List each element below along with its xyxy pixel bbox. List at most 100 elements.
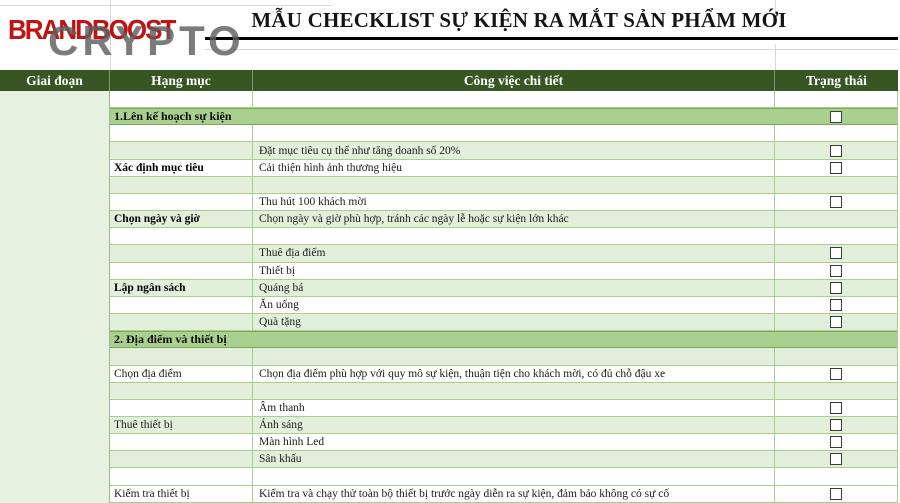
status-checkbox[interactable] <box>830 247 842 260</box>
status-cell <box>775 332 897 347</box>
empty-row <box>110 468 897 486</box>
status-checkbox[interactable] <box>830 264 842 277</box>
table-row: Xác định mục tiêu Cải thiện hình ảnh thươ… <box>110 159 897 177</box>
detail-cell: Màn hình Led <box>253 434 775 451</box>
stage-column <box>0 91 110 503</box>
status-cell <box>775 280 897 296</box>
table-row: Đặt mục tiêu cụ thể như tăng doanh số 20… <box>110 142 897 160</box>
category-cell <box>110 142 253 159</box>
category-cell: Kiểm tra thiết bị <box>110 485 253 502</box>
empty-row <box>110 228 897 246</box>
status-checkbox[interactable] <box>830 316 842 329</box>
table-row: Kiểm tra thiết bị Kiểm tra và chạy thử to… <box>110 485 897 503</box>
category-cell <box>110 125 253 142</box>
gridline <box>0 5 332 6</box>
table-row: Sân khấu <box>110 451 897 469</box>
status-checkbox[interactable] <box>830 401 842 414</box>
status-checkbox[interactable] <box>830 298 842 311</box>
status-cell <box>775 451 897 467</box>
status-cell <box>775 194 897 210</box>
detail-cell: Quà tặng <box>253 314 775 331</box>
gridline <box>775 0 776 12</box>
status-cell <box>775 417 897 433</box>
detail-cell <box>253 125 775 142</box>
gridline <box>110 0 111 70</box>
column-header-trang-thai: Trạng thái <box>806 72 867 88</box>
empty-row <box>110 382 897 400</box>
rows-container: 1.Lên kế hoạch sự kiện Đặt mục tiêu cụ th… <box>110 91 898 503</box>
table-row: Thu hút 100 khách mời <box>110 193 897 212</box>
table-row: Âm thanh <box>110 399 897 417</box>
table-row: Màn hình Led <box>110 434 897 452</box>
detail-cell <box>253 468 775 485</box>
gridline <box>775 44 776 70</box>
detail-cell <box>253 228 775 245</box>
gridline <box>205 49 898 50</box>
category-cell <box>110 245 253 262</box>
category-cell <box>110 176 253 193</box>
detail-cell: Đặt mục tiêu cụ thể như tăng doanh số 20… <box>253 142 775 159</box>
status-cell <box>775 177 897 193</box>
detail-cell: Quảng bá <box>253 279 775 296</box>
status-cell <box>775 263 897 279</box>
status-cell <box>775 468 897 484</box>
status-checkbox[interactable] <box>830 161 842 174</box>
category-cell: Lập ngân sách <box>110 279 253 296</box>
empty-row <box>110 91 897 109</box>
category-cell <box>110 296 253 314</box>
empty-row <box>110 348 897 366</box>
status-cell <box>775 314 897 330</box>
section-row: 1.Lên kế hoạch sự kiện <box>110 108 897 126</box>
section-label: 1.Lên kế hoạch sự kiện <box>110 109 253 125</box>
category-cell <box>110 434 253 451</box>
status-checkbox[interactable] <box>830 144 842 157</box>
status-checkbox[interactable] <box>830 367 842 380</box>
status-cell <box>775 91 897 107</box>
category-cell <box>110 382 253 399</box>
section-label: 2. Địa điểm và thiết bị <box>110 332 253 348</box>
detail-cell: Thiết bị <box>253 262 775 279</box>
table-row: Chọn ngày và giờ Chọn ngày và giờ phù hợp… <box>110 211 897 229</box>
status-cell <box>775 486 897 502</box>
detail-cell: Chọn địa điểm phù hợp với quy mô sự kiện… <box>253 365 775 382</box>
detail-cell: Âm thanh <box>253 399 775 416</box>
category-cell: Xác định mục tiêu <box>110 159 253 176</box>
status-checkbox[interactable] <box>830 487 842 500</box>
status-checkbox[interactable] <box>830 419 842 432</box>
category-cell <box>110 228 253 245</box>
table-row: Lập ngân sách Quảng bá <box>110 279 897 297</box>
table-row: Thuê thiết bị Ánh sáng <box>110 416 897 435</box>
status-checkbox[interactable] <box>830 436 842 449</box>
status-checkbox[interactable] <box>830 196 842 209</box>
status-checkbox[interactable] <box>830 453 842 466</box>
status-cell <box>775 211 897 227</box>
table-body: 1.Lên kế hoạch sự kiện Đặt mục tiêu cụ th… <box>0 91 898 503</box>
table-row: Chọn địa điểm Chọn địa điểm phù hợp với q… <box>110 365 897 383</box>
status-cell <box>775 245 897 261</box>
status-cell <box>775 142 897 158</box>
category-cell <box>110 262 253 279</box>
status-cell <box>775 160 897 176</box>
status-cell <box>775 366 897 382</box>
title-underline <box>205 37 898 40</box>
status-cell <box>775 228 897 244</box>
status-cell <box>775 400 897 416</box>
category-cell: Thuê thiết bị <box>110 416 253 434</box>
detail-cell: Ánh sáng <box>253 416 775 434</box>
detail-cell <box>253 109 775 125</box>
status-cell <box>775 383 897 399</box>
category-cell <box>110 91 253 108</box>
column-header-hang-muc: Hạng mục <box>110 70 253 91</box>
status-cell <box>775 125 897 141</box>
detail-cell <box>253 348 775 365</box>
category-cell <box>110 451 253 468</box>
detail-cell <box>253 382 775 399</box>
status-checkbox[interactable] <box>830 281 842 294</box>
brand-logo: BRANDBOOST <box>8 13 176 46</box>
category-cell <box>110 193 253 211</box>
table-header-row: Giai đoạn Hạng mục Công việc chi tiết Tr… <box>0 70 898 91</box>
detail-cell: Thuê địa điểm <box>253 245 775 262</box>
status-checkbox[interactable] <box>830 110 842 123</box>
category-cell <box>110 314 253 331</box>
category-cell: Chọn địa điểm <box>110 365 253 382</box>
